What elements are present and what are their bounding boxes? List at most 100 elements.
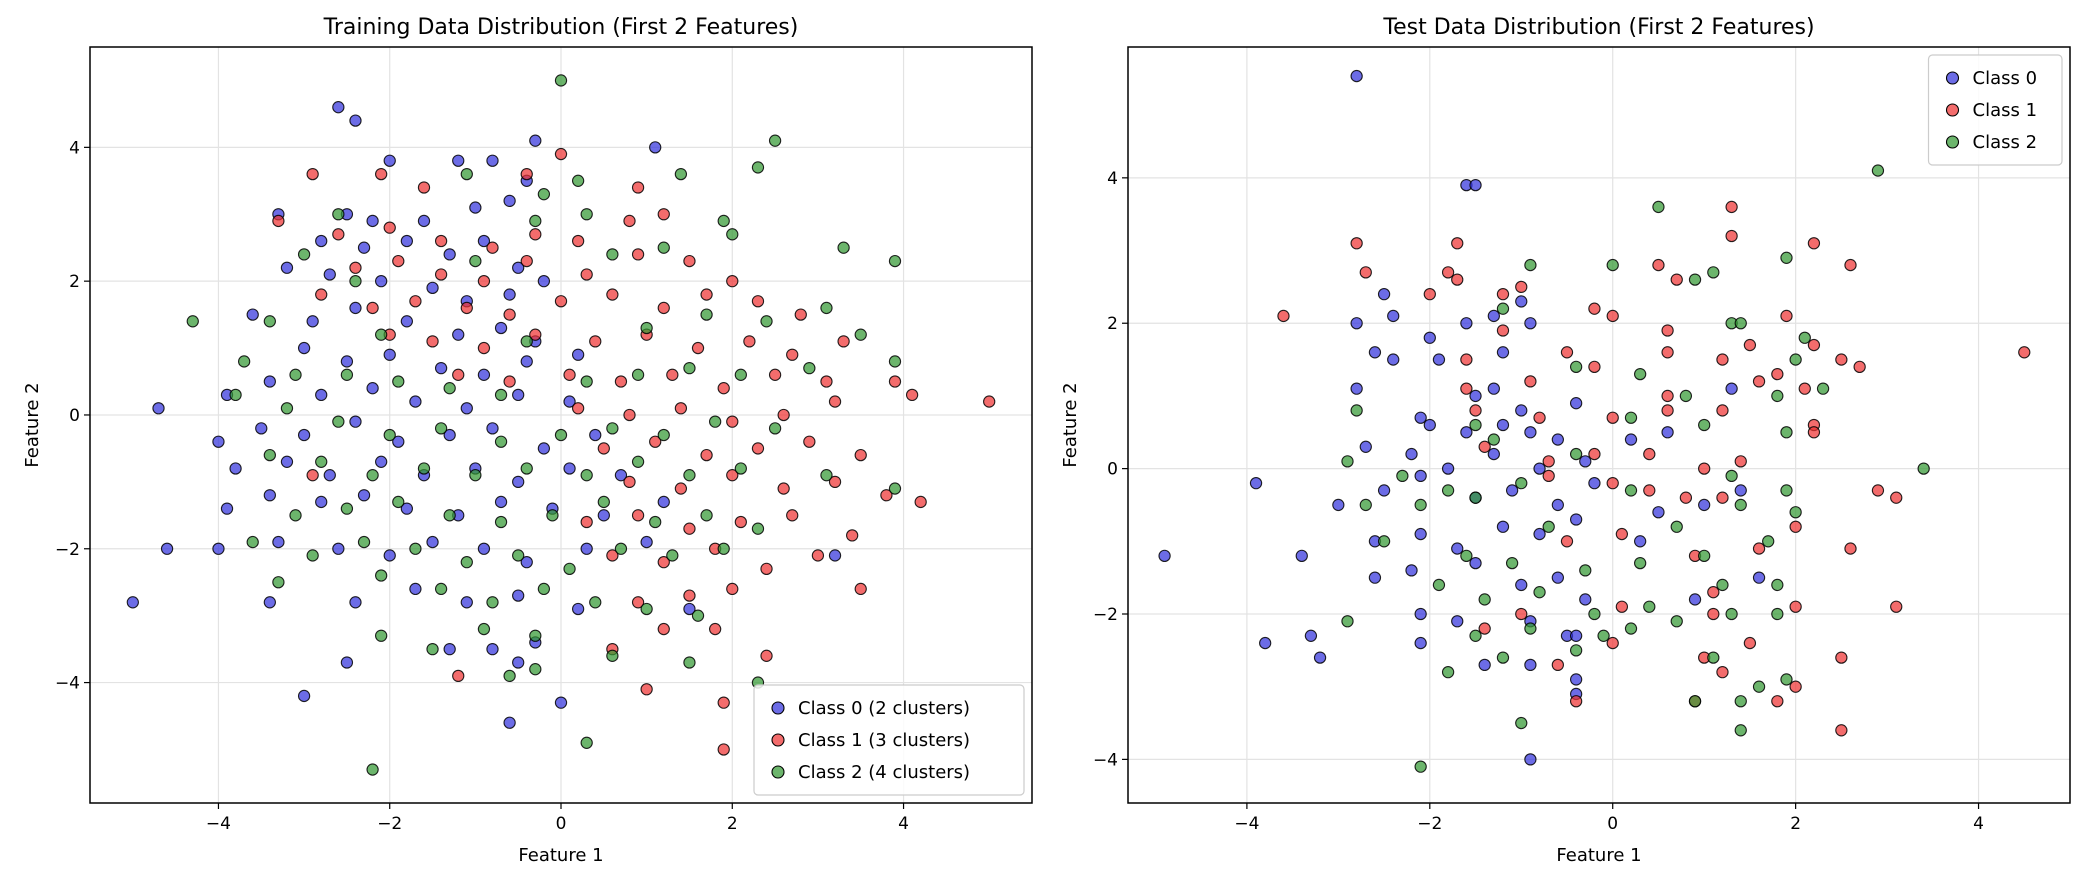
data-point [1487,382,1500,395]
data-point [529,228,542,241]
data-point [1460,382,1473,395]
data-point [126,596,139,609]
data-point [631,596,645,609]
data-point [1158,549,1171,562]
data-point [529,214,542,228]
data-point [1643,600,1656,613]
data-point [452,154,465,167]
data-point [1569,447,1583,461]
data-point [1588,447,1601,461]
data-point [1414,636,1427,650]
data-point [263,489,276,502]
legend-marker [771,765,785,779]
data-point [306,549,319,562]
data-point [768,422,782,435]
data-point [434,582,448,596]
data-point [846,529,859,542]
data-point [357,535,371,549]
data-point [520,167,533,181]
data-point [512,261,525,274]
data-point [760,562,773,575]
data-point [486,241,499,254]
data-point [263,315,276,328]
data-point [640,535,653,549]
data-point [888,375,902,388]
data-point [512,388,525,402]
data-point [1634,556,1647,570]
data-point [1780,484,1793,497]
data-point [563,368,576,381]
data-point [503,669,516,683]
data-point [640,683,653,696]
data-point [726,415,739,428]
data-point [1798,382,1811,395]
grid [1128,47,2070,803]
data-point [1387,353,1400,366]
data-point [340,355,354,368]
data-point [1615,600,1629,613]
data-point [1752,375,1766,388]
data-point [306,469,319,482]
data-point [1460,426,1473,439]
data-point [375,167,388,181]
y-axis-label: Feature 2 [22,382,43,467]
data-point [1661,404,1674,417]
x-axis-label: Feature 1 [1556,845,1641,866]
data-point [597,495,610,509]
data-point [392,375,405,388]
data-point [1515,280,1528,294]
data-point [1524,753,1537,766]
data-point [460,402,473,415]
data-point [606,549,619,562]
data-point [426,642,439,656]
data-point [1771,607,1784,621]
data-point [383,549,396,562]
data-point [1670,520,1683,533]
data-point [571,348,585,361]
data-point [349,114,362,127]
data-point [837,335,850,348]
data-point [1515,404,1528,417]
data-point [1743,338,1757,352]
data-point [708,415,722,428]
data-point [554,696,568,709]
data-point [1606,477,1619,490]
data-point [409,582,422,596]
data-point [571,174,585,187]
y-tick-label: −4 [55,674,80,694]
data-point [1698,549,1711,562]
data-point [469,254,482,268]
data-point [263,375,276,388]
data-point [1752,571,1766,584]
x-tick-label: −4 [206,814,231,834]
data-point [1277,309,1290,323]
data-point [580,208,593,221]
y-tick-label: 4 [1107,169,1118,189]
data-point [1569,513,1583,526]
data-point [1606,309,1619,323]
legend-marker [1945,71,1960,85]
data-point [1707,266,1720,279]
data-point [477,542,491,555]
data-point [1432,353,1446,366]
data-point [477,368,491,381]
data-point [1423,331,1436,344]
data-point [597,509,610,522]
data-point [563,462,576,475]
data-point [1579,593,1592,606]
data-point [1844,258,1857,272]
data-point [512,475,525,489]
data-point [1588,360,1601,373]
data-point [743,335,756,348]
data-point [631,455,645,468]
legend-label: Class 1 [1973,100,2038,121]
data-point [392,435,405,448]
data-point [1533,462,1546,475]
data-point [1725,382,1738,395]
data-point [640,602,653,616]
data-point [1569,695,1583,708]
data-point [683,361,696,375]
data-point [1917,462,1930,475]
y-axis-label: Feature 2 [1060,382,1081,467]
data-point [1579,455,1592,468]
